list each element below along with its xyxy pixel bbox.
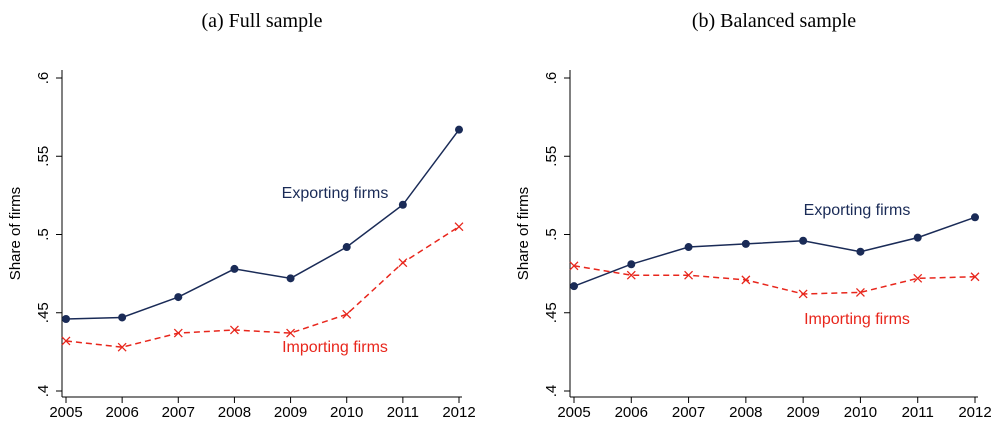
series-label: Exporting firms [804,202,911,219]
panel-title: (a) Full sample [201,10,322,32]
panel-title: (b) Balanced sample [692,10,856,32]
series-line [573,216,976,287]
x-tick-label: 2008 [218,404,251,421]
point [684,243,693,252]
y-tick-label: .4 [35,385,52,398]
x-tick-label: 2005 [557,404,590,421]
point [741,239,750,248]
point [971,213,979,222]
point [569,261,579,271]
series-label: Importing firms [282,339,388,356]
point [286,328,296,338]
y-axis-label: Share of firms [515,187,532,280]
x-tick-label: 2011 [902,404,934,421]
y-tick-label: .45 [543,302,560,323]
point [230,264,239,273]
x-tick-label: 2007 [162,404,195,421]
point [570,282,578,291]
point [626,270,636,280]
x-tick-label: 2006 [615,404,648,421]
point [62,315,70,324]
y-tick-label: .55 [543,146,560,167]
point [229,325,239,335]
point [342,309,352,319]
x-tick-label: 2009 [274,404,307,421]
point [117,342,127,352]
y-tick-label: .6 [35,72,52,85]
y-tick-label: .5 [543,228,560,241]
series-label: Importing firms [804,311,910,328]
point [741,275,751,285]
point [173,328,183,338]
series-line [573,265,976,295]
point [455,125,463,134]
point [913,273,923,283]
series-label: Exporting firms [282,185,389,202]
point [798,289,808,299]
y-tick-label: .45 [35,302,52,323]
x-tick-label: 2008 [729,404,762,421]
point [970,272,980,282]
x-tick-label: 2007 [672,404,705,421]
point [398,258,408,268]
y-tick-label: .5 [35,228,52,241]
point [61,336,71,346]
point [286,274,295,283]
y-tick-label: .6 [543,72,560,85]
point [174,293,183,302]
point [454,222,464,232]
y-tick-label: .55 [35,146,52,167]
point [627,260,636,269]
x-tick-label: 2012 [958,404,991,421]
x-tick-label: 2005 [49,404,82,421]
x-tick-label: 2011 [387,404,419,421]
y-tick-label: .4 [543,385,560,398]
series-line [65,129,460,320]
x-tick-label: 2010 [844,404,877,421]
point [913,233,922,242]
x-tick-label: 2012 [442,404,475,421]
x-tick-label: 2006 [105,404,138,421]
point [855,287,865,297]
point [856,247,865,256]
point [398,200,407,209]
x-tick-label: 2010 [330,404,363,421]
point [118,313,127,322]
x-tick-label: 2009 [786,404,819,421]
point [799,236,808,245]
series-line [65,226,460,348]
y-axis-label: Share of firms [7,187,24,280]
point [684,270,694,280]
point [342,243,351,252]
